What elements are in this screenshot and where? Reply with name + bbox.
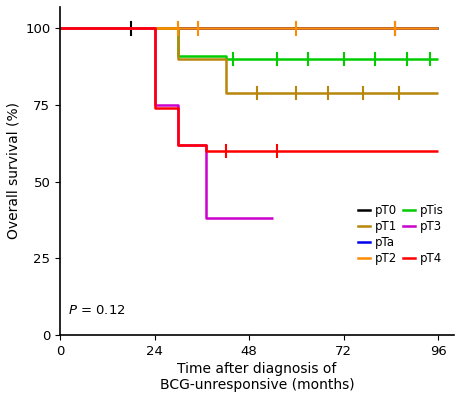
Text: $\it{P}$ = 0.12: $\it{P}$ = 0.12 (68, 304, 126, 316)
Y-axis label: Overall survival (%): Overall survival (%) (7, 103, 21, 239)
Legend: pT0, pT1, pTa, pT2, pTis, pT3, , pT4: pT0, pT1, pTa, pT2, pTis, pT3, , pT4 (354, 200, 448, 270)
X-axis label: Time after diagnosis of
BCG-unresponsive (months): Time after diagnosis of BCG-unresponsive… (160, 362, 355, 392)
